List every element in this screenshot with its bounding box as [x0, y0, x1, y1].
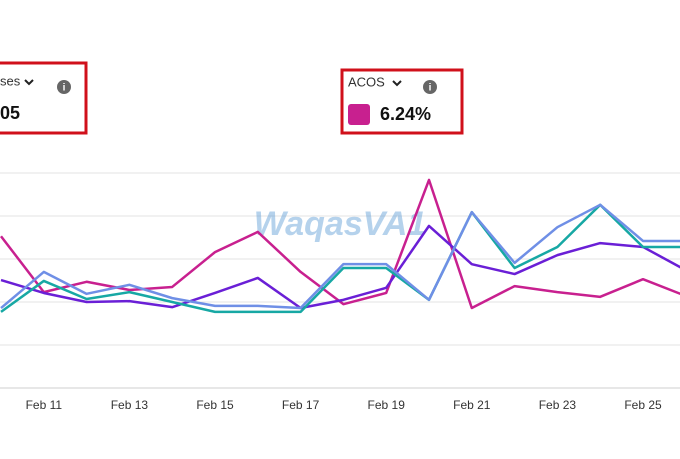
metric-swatch: [348, 104, 370, 125]
series-line: [0, 203, 680, 314]
x-tick-label: Feb 15: [196, 398, 234, 412]
metric-value: 6.24%: [380, 104, 431, 124]
x-tick-label: Feb 17: [282, 398, 320, 412]
metric-label[interactable]: ACOS: [348, 74, 385, 89]
series-line: [0, 224, 680, 310]
metric-card-highlight: [0, 61, 88, 135]
x-tick-label: Feb 19: [368, 398, 406, 412]
plot: [0, 178, 680, 314]
info-icon[interactable]: [57, 80, 71, 94]
metric-label[interactable]: ses: [0, 73, 21, 88]
dropdown-chevron[interactable]: [392, 80, 402, 87]
info-glyph: i: [63, 83, 66, 94]
series-line: [0, 178, 680, 310]
dropdown-chevron[interactable]: [24, 79, 34, 86]
metric-value: 05: [0, 103, 20, 123]
x-tick-label: Feb 21: [453, 398, 491, 412]
info-icon[interactable]: [423, 80, 437, 94]
metric-card-highlight: [340, 68, 464, 135]
series-line: [0, 203, 680, 310]
x-tick-label: Feb 11: [26, 398, 63, 412]
watermark: WaqasVA1: [254, 205, 427, 243]
x-tick-label: Feb 25: [624, 398, 662, 412]
info-glyph: i: [429, 83, 432, 94]
x-tick-label: Feb 13: [111, 398, 149, 412]
x-tick-label: Feb 23: [539, 398, 577, 412]
